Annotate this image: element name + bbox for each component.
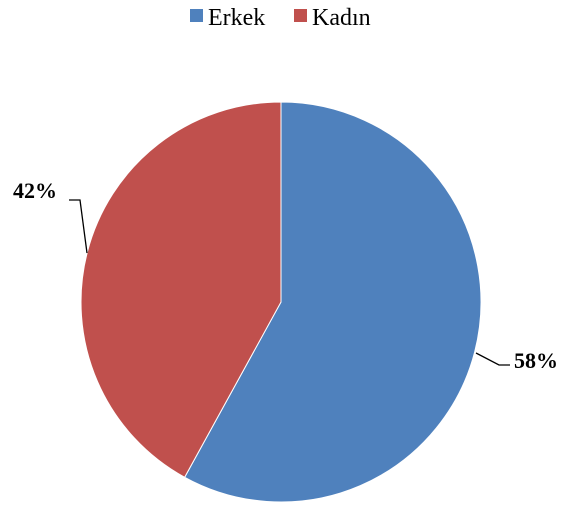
pie-slice-erkek <box>183 101 482 503</box>
legend-swatch-erkek <box>190 9 203 22</box>
legend: Erkek Kadın <box>190 5 371 31</box>
leader-lines <box>69 199 510 366</box>
legend-label-kadin: Kadın <box>312 5 371 31</box>
data-label-kadin: 42% <box>13 178 57 203</box>
data-labels: 58% 42% <box>13 178 558 373</box>
legend-label-erkek: Erkek <box>208 5 265 31</box>
data-label-erkek: 58% <box>514 348 558 373</box>
legend-swatch-kadin <box>294 9 307 22</box>
leader-line-kadin <box>69 199 88 254</box>
leader-line-erkek <box>475 352 510 366</box>
pie-slices <box>80 101 482 503</box>
